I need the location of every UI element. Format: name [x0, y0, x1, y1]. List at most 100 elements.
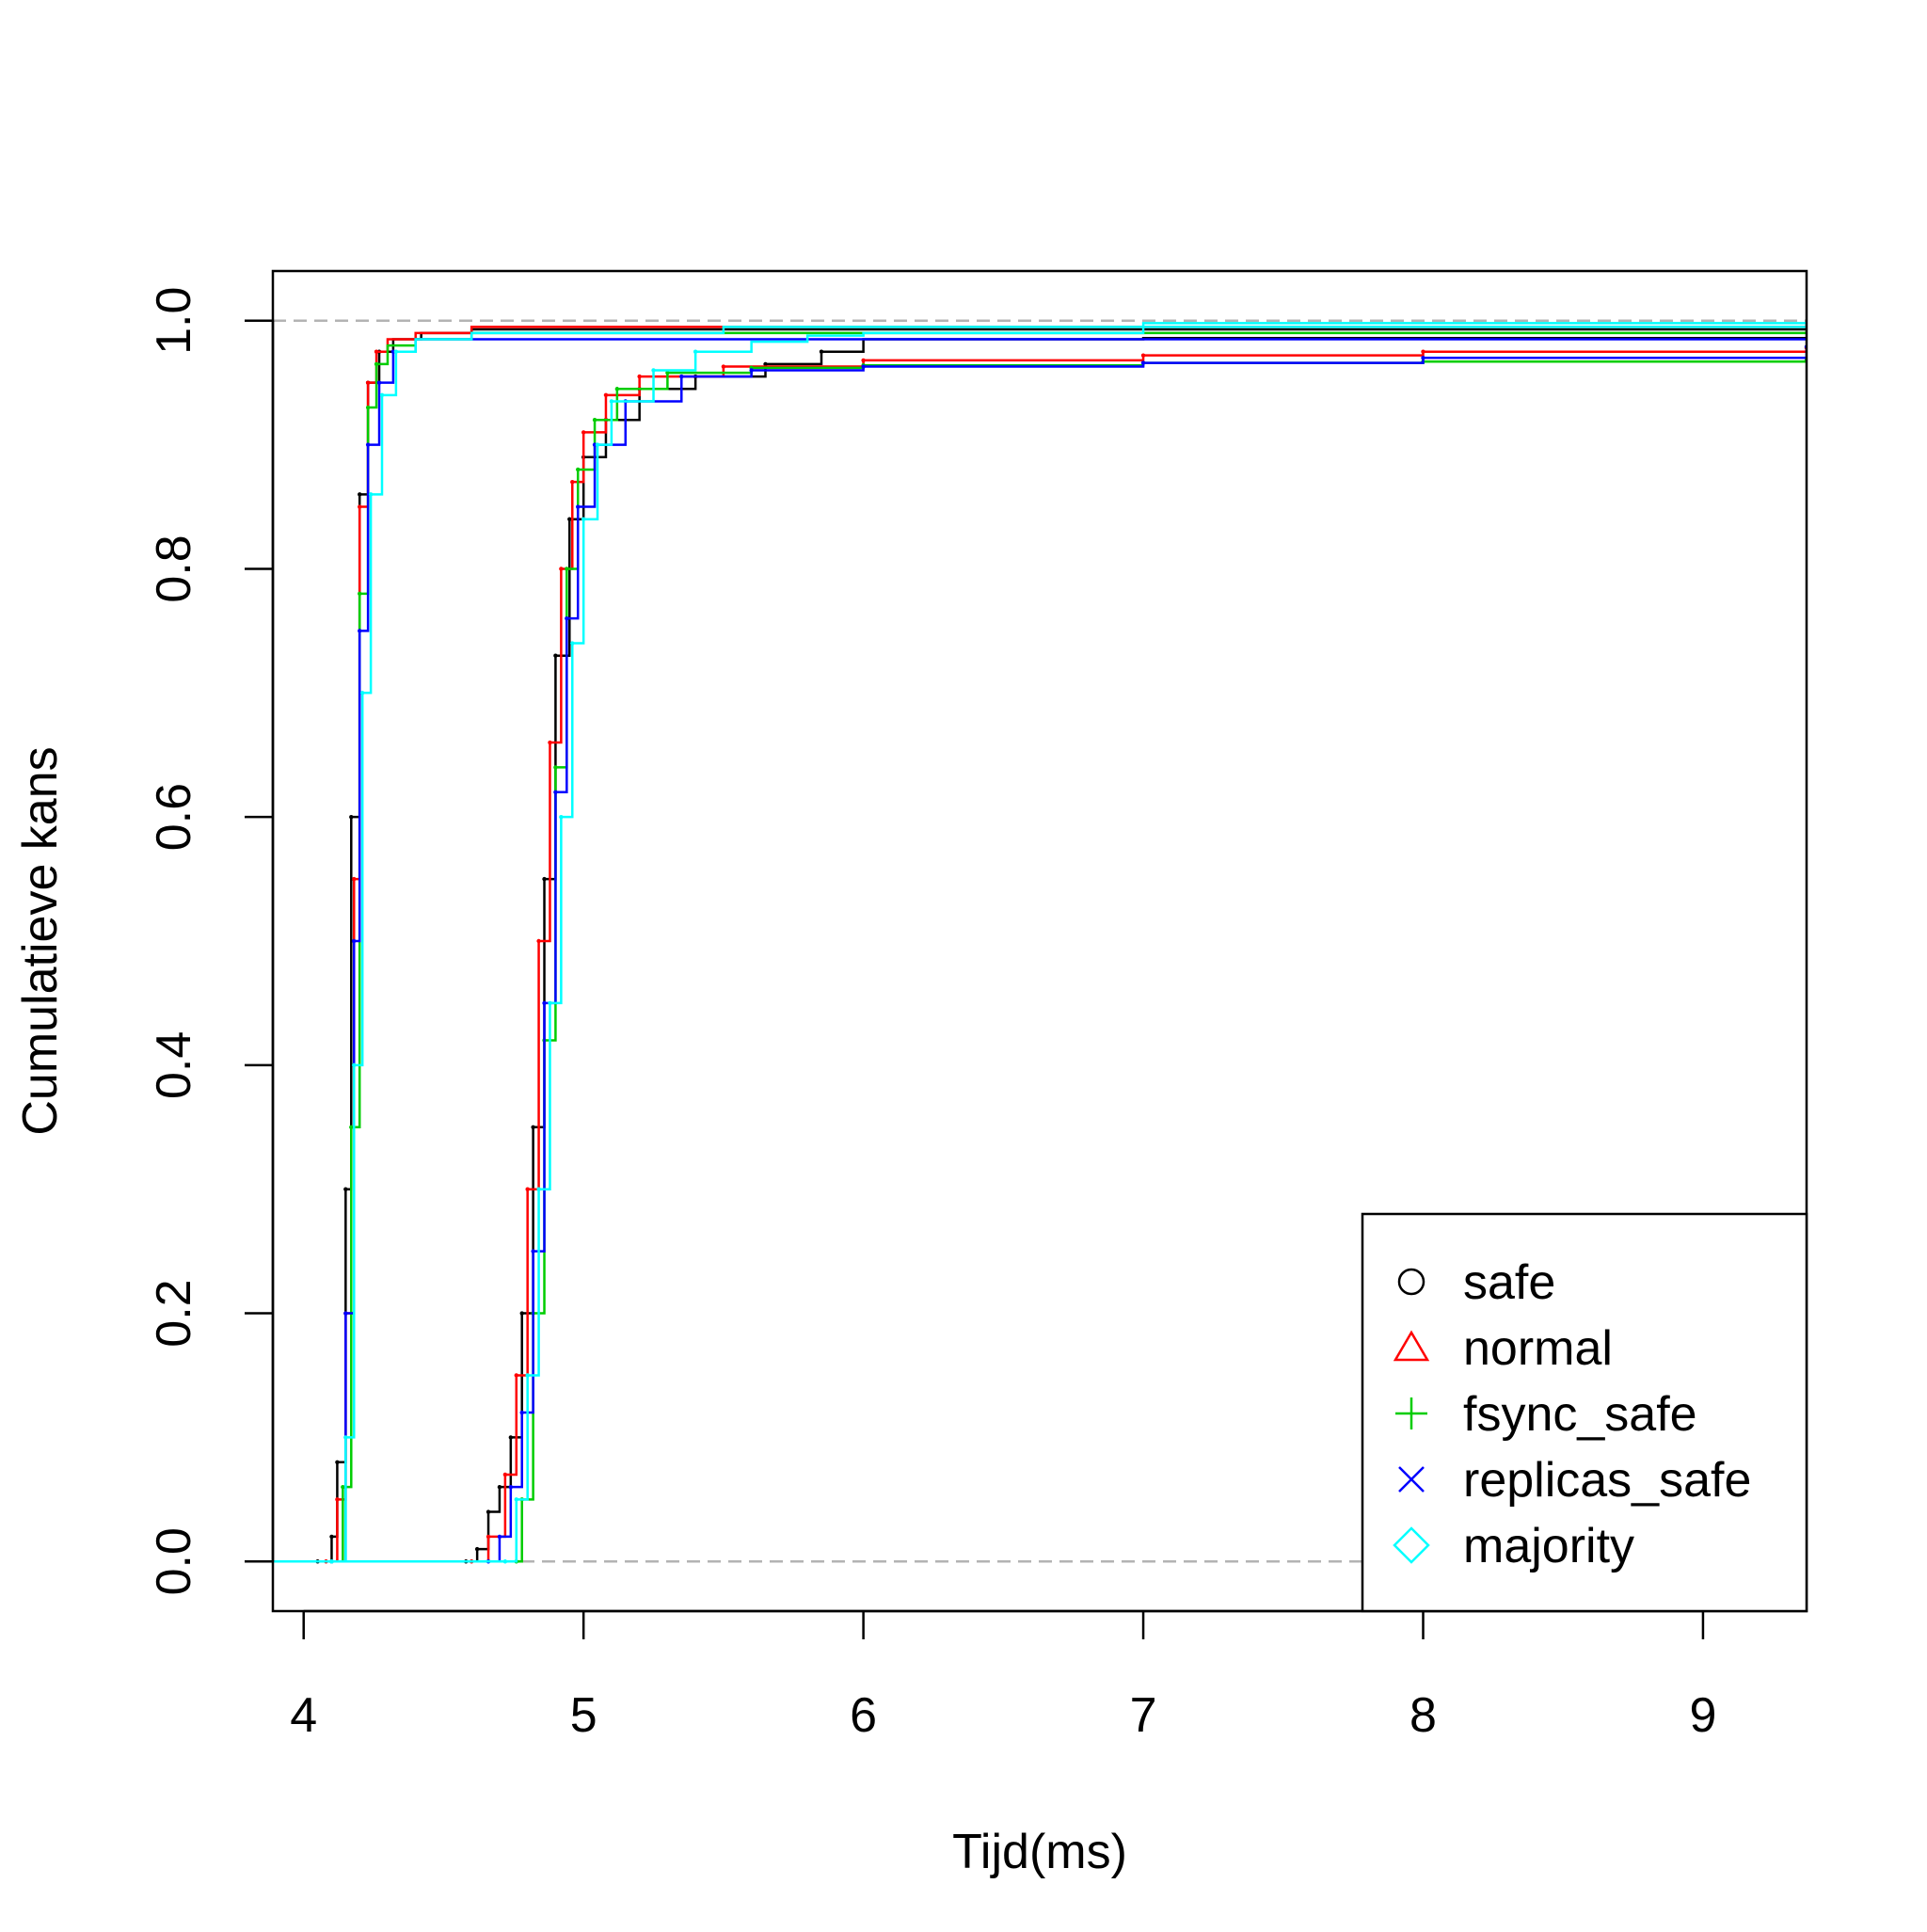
legend: safe normal fsync_safe replicas_safemajorit…	[1361, 1212, 1808, 1613]
series-point-replicas_safe	[565, 615, 569, 621]
x-axis: 4 5 6 7 8 9	[290, 1609, 1716, 1743]
series-point-majority	[343, 1435, 348, 1440]
series-point-replicas_safe	[576, 504, 581, 509]
series-point-majority	[581, 517, 586, 521]
series-point-majority	[359, 691, 365, 695]
series-point-normal	[581, 430, 586, 435]
x-tick-label: 7	[1130, 1688, 1157, 1743]
series-point-majority	[559, 814, 564, 820]
series-point-fsync_safe	[358, 591, 362, 597]
series-point-normal	[1421, 349, 1425, 354]
series-point-fsync_safe	[374, 361, 379, 367]
series-point-majority	[393, 349, 399, 354]
legend-circle-icon	[1397, 1268, 1425, 1296]
series-point-safe	[358, 492, 362, 497]
legend-label: safe	[1463, 1255, 1555, 1310]
series-point-majority	[525, 1373, 530, 1378]
series-point-replicas_safe	[376, 380, 382, 385]
legend-item-fsync_safe: fsync_safe	[1395, 1387, 1697, 1442]
legend-label: majority	[1463, 1519, 1634, 1573]
y-tick-label: 0.2	[147, 1279, 201, 1347]
series-point-normal	[335, 1497, 340, 1502]
series-point-replicas_safe	[352, 938, 357, 944]
series-line-majority-b	[273, 323, 1807, 1563]
series-point-majority	[570, 641, 575, 646]
series-point-majority	[548, 1000, 552, 1006]
series-point-replicas_safe	[679, 374, 684, 379]
series-point-normal	[502, 1472, 508, 1477]
series-point-safe	[553, 653, 558, 658]
series-point-fsync_safe	[665, 370, 670, 375]
x-axis-label: Tijd(ms)	[952, 1825, 1127, 1879]
reference-lines	[273, 319, 1807, 1563]
series-point-safe	[335, 1460, 340, 1464]
series-point-majority	[502, 1559, 508, 1564]
series-point-safe	[329, 1534, 334, 1540]
series-point-safe	[508, 1435, 514, 1440]
y-tick-label: 0.4	[147, 1031, 201, 1099]
series-point-safe	[349, 814, 354, 820]
legend-item-majority: majority	[1393, 1519, 1634, 1573]
series-clip-group	[273, 322, 1807, 1564]
series-point-normal	[570, 479, 575, 485]
series-point-normal	[1140, 353, 1146, 358]
series-point-replicas_safe	[497, 1534, 502, 1540]
legend-item-normal: normal	[1393, 1321, 1613, 1376]
series-point-replicas_safe	[519, 1410, 524, 1415]
x-tick-label: 9	[1689, 1688, 1716, 1743]
series-point-majority	[368, 492, 374, 497]
series-point-replicas_safe	[365, 442, 371, 447]
y-axis-label: Cumulatieve kans	[13, 746, 68, 1135]
series-point-normal	[861, 358, 866, 363]
series-point-normal	[365, 380, 371, 385]
series-point-fsync_safe	[576, 467, 581, 472]
x-tick-label: 4	[290, 1688, 317, 1743]
series-point-fsync_safe	[565, 567, 569, 571]
series-point-replicas_safe	[542, 1000, 547, 1006]
series-point-normal	[536, 938, 541, 944]
series-point-normal	[721, 364, 726, 369]
legend-label: replicas_safe	[1463, 1453, 1751, 1508]
series-point-fsync_safe	[341, 1484, 345, 1490]
series-point-normal	[559, 567, 564, 571]
x-tick-label: 8	[1409, 1688, 1437, 1743]
series-point-replicas_safe	[1140, 360, 1146, 365]
legend-box	[1361, 1212, 1808, 1613]
y-tick-label: 0.0	[147, 1527, 201, 1595]
y-tick-label: 1.0	[147, 287, 201, 355]
series-point-safe	[567, 517, 572, 521]
series-point-normal	[548, 740, 552, 745]
series-point-majority	[651, 368, 656, 373]
series-point-fsync_safe	[614, 387, 620, 391]
series-line-safe-b	[273, 336, 1807, 1563]
series-point-majority	[595, 442, 600, 447]
legend-diamond-icon	[1393, 1526, 1430, 1564]
y-tick-label: 0.8	[147, 535, 201, 602]
series-point-majority	[536, 1187, 541, 1191]
series-point-majority	[379, 392, 385, 398]
series-point-fsync_safe	[349, 1125, 354, 1129]
series-point-safe	[531, 1125, 535, 1129]
series-point-safe	[819, 349, 824, 354]
series-point-majority	[693, 349, 698, 354]
series-point-replicas_safe	[343, 1311, 348, 1316]
series-point-majority	[514, 1497, 518, 1502]
series-line-replicas_safe-b	[273, 346, 1807, 1563]
legend-item-replicas_safe: replicas_safe	[1398, 1453, 1751, 1508]
series-point-replicas_safe	[531, 1249, 535, 1253]
series-point-normal	[352, 876, 357, 882]
series-point-safe	[474, 1546, 480, 1552]
y-axis: 0.0 0.2 0.4 0.6 0.8 1.0	[147, 287, 275, 1595]
series-point-safe	[763, 361, 768, 367]
series-point-safe	[519, 1311, 524, 1316]
series-point-replicas_safe	[553, 790, 558, 794]
series-point-safe	[343, 1187, 348, 1191]
series-point-fsync_safe	[592, 418, 597, 423]
series-point-replicas_safe	[358, 629, 362, 633]
x-tick-label: 5	[570, 1688, 597, 1743]
series-point-replicas_safe	[508, 1484, 514, 1490]
series-point-normal	[603, 392, 609, 398]
series-point-normal	[358, 504, 362, 509]
